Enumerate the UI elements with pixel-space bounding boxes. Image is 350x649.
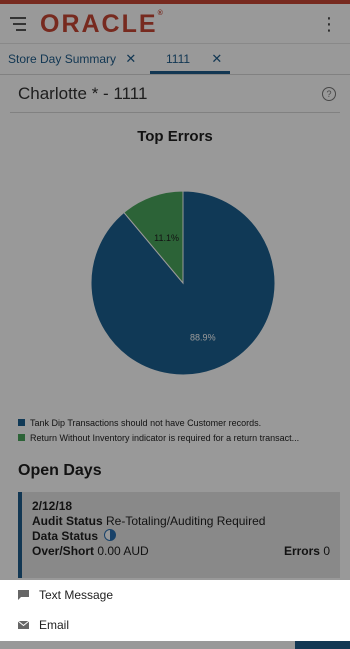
open-days-heading: Open Days [18,462,102,479]
hamburger-menu-icon[interactable] [10,16,28,32]
legend-label: Return Without Inventory indicator is re… [30,432,300,443]
pie-slice-1[interactable] [123,190,184,285]
audit-status-row: Audit Status Re-Totaling/Auditing Requir… [32,514,330,529]
share-text-message[interactable]: Text Message [0,580,350,610]
question-circle-icon[interactable]: ? [322,87,336,101]
data-status-row: Data Status [32,529,330,544]
open-day-card[interactable]: 2/12/18 Audit Status Re-Totaling/Auditin… [18,492,340,578]
legend-swatch [18,434,25,441]
tab-store-day-summary[interactable]: Store Day Summary ✕ [8,44,136,74]
share-item-label: Email [39,618,70,632]
chart-title: Top Errors [137,128,213,145]
audit-status-value: Re-Totaling/Auditing Required [106,514,266,528]
app-header: ORACLE® ⋮ [0,4,350,44]
tab-label: 1111 [166,52,191,66]
errors-label: Errors [283,544,320,558]
share-email[interactable]: Email [0,610,350,640]
legend-swatch [18,419,25,426]
pie-chart: 88.9% 11.1% [90,190,276,376]
pie-slice-label-1: 11.1% [154,233,179,243]
chat-bubble-icon [18,590,29,600]
modal-overlay-bottom[interactable] [0,641,350,649]
brand-top-line [0,0,350,4]
legend-item[interactable]: Return Without Inventory indicator is re… [18,430,299,445]
over-short-value: 0.00 AUD [97,544,149,558]
card-date: 2/12/18 [32,499,73,513]
data-status-label: Data Status [32,529,99,543]
errors-value: 0 [323,544,330,558]
over-short-row: Over/Short 0.00 AUD Errors 0 [32,544,330,559]
tab-1111[interactable]: 1111 ✕ [150,44,230,74]
pie-slice-label-0: 88.9% [190,333,216,343]
kebab-more-icon[interactable]: ⋮ [320,14,338,34]
legend-item[interactable]: Tank Dip Transactions should not have Cu… [18,415,299,430]
audit-status-label: Audit Status [32,514,103,528]
envelope-icon [18,621,29,629]
bottom-action-bar [295,641,350,649]
chart-legend: Tank Dip Transactions should not have Cu… [18,415,299,445]
over-short-label: Over/Short [32,544,95,558]
close-icon[interactable]: ✕ [125,51,137,66]
oracle-logo: ORACLE® [40,10,165,38]
tab-label: Store Day Summary [8,52,117,66]
pie-slice-0[interactable] [90,190,276,376]
close-icon[interactable]: ✕ [211,51,223,66]
share-sheet: Text Message Email [0,580,350,641]
legend-label: Tank Dip Transactions should not have Cu… [30,417,262,428]
divider [10,112,340,113]
tab-bar: Store Day Summary ✕ 1111 ✕ [0,44,350,75]
page-title: Charlotte * - 1111 [18,84,148,103]
share-item-label: Text Message [39,588,114,602]
half-circle-icon [104,529,117,541]
